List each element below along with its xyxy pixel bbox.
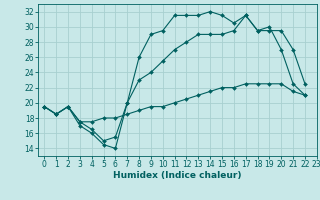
- X-axis label: Humidex (Indice chaleur): Humidex (Indice chaleur): [113, 171, 242, 180]
